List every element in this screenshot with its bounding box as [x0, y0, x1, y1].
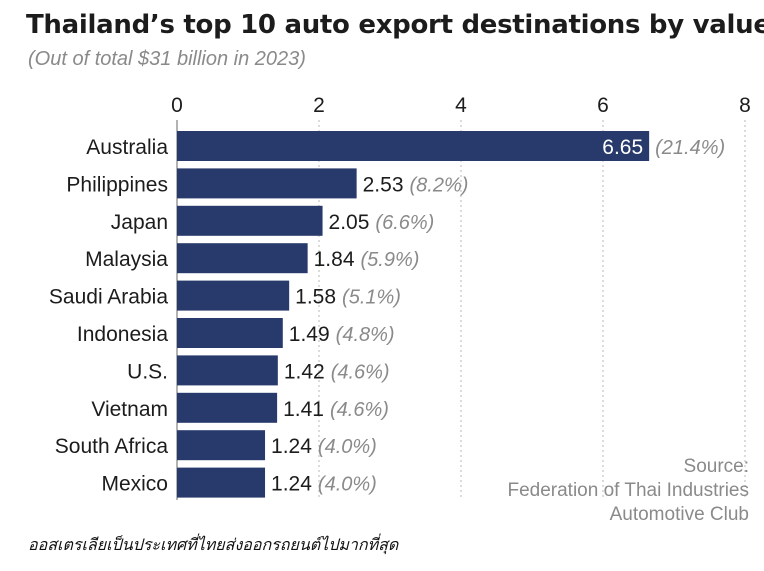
- bar: [177, 168, 357, 199]
- category-label: Mexico: [101, 473, 168, 496]
- bar: [177, 280, 290, 311]
- chart-card: Thailand’s top 10 auto export destinatio…: [20, 0, 764, 527]
- bar: [177, 392, 278, 423]
- category-label: Australia: [86, 136, 168, 159]
- bar: [177, 355, 278, 386]
- share-label: (8.2%): [410, 174, 469, 196]
- data-label: 1.49: [289, 323, 330, 346]
- bar-chart: 0 2 4 6 8 Australia 6.65 (21.4%) Philippines 2.53…: [49, 94, 751, 500]
- bar: [177, 243, 308, 274]
- category-label: U.S.: [127, 360, 168, 383]
- data-label: 1.24: [271, 435, 312, 458]
- data-label: 1.58: [295, 286, 336, 309]
- bar: [177, 318, 283, 348]
- category-label: Indonesia: [77, 323, 168, 346]
- share-label: (4.6%): [330, 399, 389, 421]
- source-line: Automotive Club: [609, 504, 749, 525]
- category-label: Japan: [111, 211, 168, 234]
- bar: [177, 467, 266, 498]
- share-label: (4.6%): [331, 361, 390, 383]
- share-label: (4.0%): [318, 474, 377, 496]
- caption: ออสเตรเลียเป็นประเทศที่ไทยส่งออกรถยนต์ไป…: [28, 537, 399, 554]
- share-label: (21.4%): [655, 137, 725, 159]
- chart-subtitle: (Out of total $31 billion in 2023): [28, 48, 306, 70]
- bar: [177, 131, 650, 161]
- x-tick-label: 8: [739, 94, 751, 117]
- source-line: Federation of Thai Industries: [507, 480, 749, 501]
- category-label: South Africa: [55, 435, 169, 458]
- share-label: (5.1%): [342, 287, 401, 309]
- data-label: 1.41: [283, 398, 324, 421]
- chart-title: Thailand’s top 10 auto export destinatio…: [26, 10, 764, 40]
- data-label: 1.84: [314, 248, 355, 271]
- share-label: (4.0%): [318, 436, 377, 458]
- category-label: Malaysia: [85, 248, 168, 271]
- x-tick-label: 0: [171, 94, 183, 117]
- category-label: Philippines: [66, 173, 168, 196]
- x-tick-label: 2: [313, 94, 325, 117]
- bar: [177, 430, 266, 461]
- x-tick-label: 4: [455, 94, 467, 117]
- data-label: 2.53: [363, 173, 404, 196]
- data-label: 2.05: [329, 211, 370, 234]
- data-label: 6.65: [602, 136, 643, 159]
- category-label: Vietnam: [91, 398, 168, 421]
- source-note: Source: Federation of Thai Industries Au…: [507, 455, 749, 527]
- source-line: Source:: [683, 456, 749, 477]
- data-label: 1.42: [284, 360, 325, 383]
- share-label: (6.6%): [375, 212, 434, 234]
- bar: [177, 205, 323, 236]
- data-label: 1.24: [271, 473, 312, 496]
- category-label: Saudi Arabia: [49, 286, 168, 309]
- x-tick-label: 6: [597, 94, 609, 117]
- share-label: (4.8%): [336, 324, 395, 346]
- share-label: (5.9%): [361, 249, 420, 271]
